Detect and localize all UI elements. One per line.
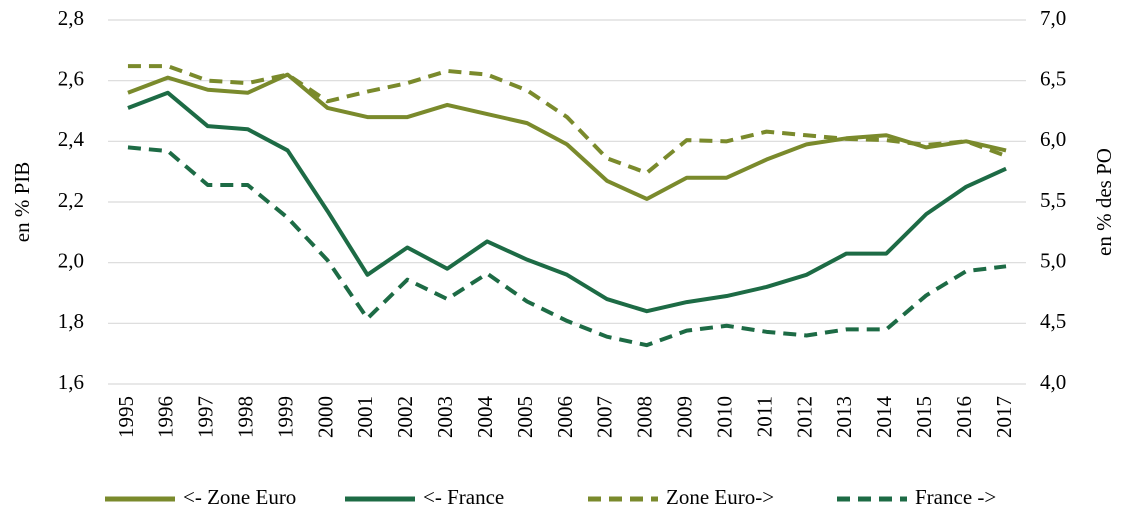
x-tick-label: 2003	[433, 396, 457, 438]
x-tick-label: 2006	[553, 396, 577, 438]
x-tick-label: 2005	[513, 396, 537, 438]
series-line	[127, 64, 1007, 175]
x-tick-label: 1998	[234, 396, 258, 438]
x-tick-label: 2017	[992, 396, 1016, 438]
y2-tick-label: 4,0	[1040, 370, 1066, 394]
series-line	[127, 90, 1007, 314]
y-tick-label: 2,8	[58, 6, 84, 30]
x-tick-label: 2000	[313, 396, 337, 438]
x-tick-label: 2014	[872, 396, 896, 439]
y2-axis-label: en % des PO	[1092, 148, 1116, 256]
series-line	[127, 72, 1007, 201]
y-axis-label: en % PIB	[10, 162, 34, 243]
x-tick-label: 2001	[353, 396, 377, 438]
x-tick-label: 1999	[273, 396, 297, 438]
x-tick-label: 1997	[194, 396, 218, 438]
y-tick-label: 2,2	[58, 188, 84, 212]
y-tick-label: 2,6	[58, 66, 84, 90]
y2-tick-label: 6,0	[1040, 127, 1066, 151]
x-tick-label: 2002	[393, 396, 417, 438]
x-tick-label: 1995	[114, 396, 138, 438]
x-tick-label: 2008	[633, 396, 657, 438]
y2-tick-label: 5,5	[1040, 188, 1066, 212]
y2-tick-label: 7,0	[1040, 6, 1066, 30]
x-tick-label: 2016	[952, 396, 976, 438]
x-tick-label: 2010	[712, 396, 736, 438]
y-tick-label: 1,8	[58, 309, 84, 333]
y-tick-label: 2,4	[58, 127, 85, 151]
x-tick-label: 2015	[912, 396, 936, 438]
legend-label: <- Zone Euro	[183, 485, 296, 509]
legend-label: Zone Euro->	[666, 485, 774, 509]
x-tick-label: 2009	[673, 396, 697, 438]
legend-label: France ->	[915, 485, 996, 509]
y-tick-label: 2,0	[58, 248, 84, 272]
series-line	[127, 145, 1007, 348]
y2-tick-label: 4,5	[1040, 309, 1066, 333]
x-tick-label: 1996	[154, 396, 178, 438]
x-tick-label: 2011	[752, 396, 776, 437]
y-tick-label: 1,6	[58, 370, 84, 394]
x-tick-label: 2007	[593, 396, 617, 438]
x-tick-label: 2013	[832, 396, 856, 438]
x-tick-label: 2004	[473, 396, 497, 439]
y2-tick-label: 5,0	[1040, 248, 1066, 272]
y2-tick-label: 6,5	[1040, 66, 1066, 90]
x-tick-label: 2012	[792, 396, 816, 438]
legend-label: <- France	[423, 485, 504, 509]
